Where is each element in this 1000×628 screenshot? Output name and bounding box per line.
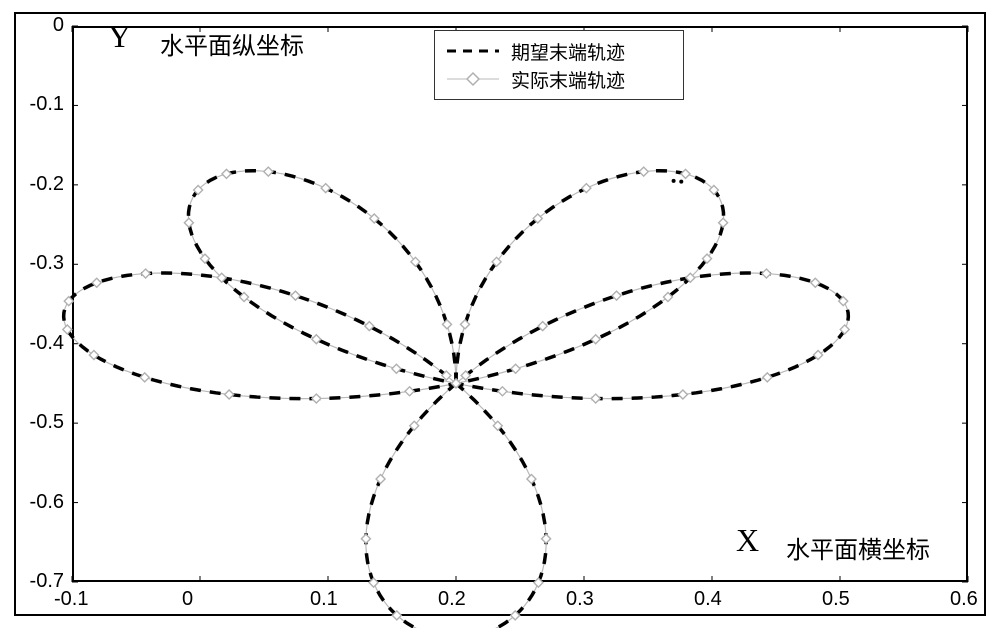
x-tick-label: 0.4 — [694, 588, 722, 611]
x-tick-label: 0.1 — [310, 588, 338, 611]
legend: 期望末端轨迹 实际末端轨迹 — [434, 30, 684, 100]
y-tick-label: -0.5 — [30, 411, 64, 434]
y-tick-label: -0.4 — [30, 332, 64, 355]
legend-swatch-marker — [445, 69, 501, 89]
chart-svg — [72, 26, 968, 582]
x-tick-label: 0 — [182, 588, 193, 611]
y-tick-label: -0.2 — [30, 173, 64, 196]
legend-swatch-dashed — [445, 41, 501, 61]
legend-item-desired: 期望末端轨迹 — [445, 37, 673, 65]
x-tick-label: 0.2 — [438, 588, 466, 611]
y-tick-label: -0.7 — [30, 570, 64, 593]
legend-label-desired: 期望末端轨迹 — [511, 38, 625, 65]
y-tick-label: -0.1 — [30, 93, 64, 116]
x-tick-label: 0.3 — [566, 588, 594, 611]
y-tick-label: -0.3 — [30, 252, 64, 275]
y-tick-label: -0.6 — [30, 491, 64, 514]
x-tick-label: 0.6 — [950, 588, 978, 611]
y-tick-label: 0 — [53, 14, 64, 37]
x-tick-label: 0.5 — [822, 588, 850, 611]
legend-item-actual: 实际末端轨迹 — [445, 65, 673, 93]
legend-label-actual: 实际末端轨迹 — [511, 66, 625, 93]
